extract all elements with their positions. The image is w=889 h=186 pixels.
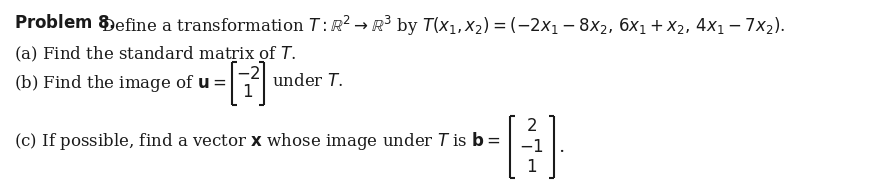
Text: Define a transformation $T : \mathbb{R}^2 \rightarrow \mathbb{R}^3$ by $T(x_1, x: Define a transformation $T : \mathbb{R}^… xyxy=(101,14,785,38)
Text: (a) Find the standard matrix of $T$.: (a) Find the standard matrix of $T$. xyxy=(14,45,296,64)
Text: .: . xyxy=(558,138,565,156)
Text: $\mathbf{Problem\ 8.}$: $\mathbf{Problem\ 8.}$ xyxy=(14,14,116,32)
Text: $1$: $1$ xyxy=(526,159,538,176)
Text: $-1$: $-1$ xyxy=(519,139,545,155)
Text: (b) Find the image of $\mathbf{u} =$: (b) Find the image of $\mathbf{u} =$ xyxy=(14,73,227,94)
Text: under $T$.: under $T$. xyxy=(272,73,343,90)
Text: $1$: $1$ xyxy=(243,84,253,101)
Text: (c) If possible, find a vector $\mathbf{x}$ whose image under $T$ is $\mathbf{b}: (c) If possible, find a vector $\mathbf{… xyxy=(14,130,501,152)
Text: $-2$: $-2$ xyxy=(236,66,260,83)
Text: $2$: $2$ xyxy=(526,118,538,135)
